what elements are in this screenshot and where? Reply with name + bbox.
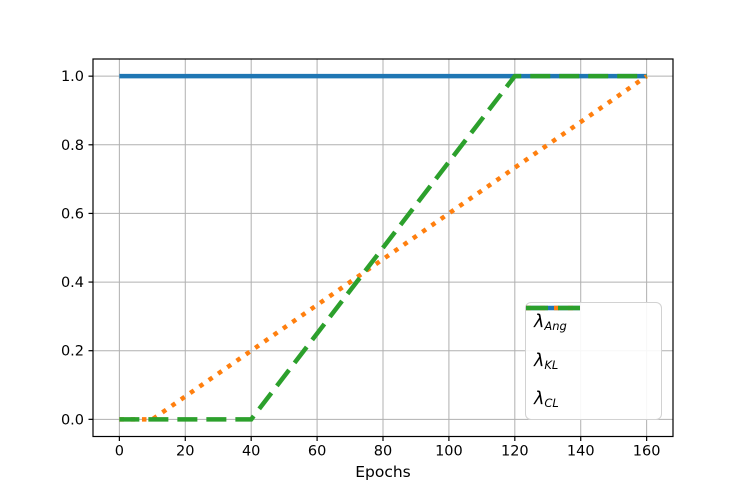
y-tick-label: 0.0 bbox=[61, 412, 84, 428]
x-tick-label: 140 bbox=[567, 444, 595, 460]
legend: λAng λKL λCL bbox=[525, 302, 662, 420]
x-tick-label: 100 bbox=[435, 444, 463, 460]
legend-label-lambda-cl: λCL bbox=[534, 389, 559, 410]
legend-label-subscript: KL bbox=[544, 357, 559, 372]
x-tick-label: 40 bbox=[242, 444, 260, 460]
legend-label-symbol: λ bbox=[534, 389, 545, 410]
x-tick-label: 120 bbox=[501, 444, 529, 460]
legend-label-lambda-ang: λAng bbox=[534, 312, 567, 333]
legend-swatch-dashed-line bbox=[526, 305, 580, 311]
y-tick-label: 0.4 bbox=[61, 275, 84, 291]
legend-entry-lambda-cl: λCL bbox=[526, 305, 661, 419]
legend-entry-lambda-kl: λKL bbox=[526, 305, 661, 381]
x-tick-label: 20 bbox=[176, 444, 194, 460]
series-line-lambda-cl bbox=[119, 73, 647, 422]
x-tick-label: 160 bbox=[633, 444, 661, 460]
x-tick-label: 60 bbox=[308, 444, 326, 460]
legend-label-subscript: CL bbox=[544, 396, 559, 411]
legend-label-subscript: Ang bbox=[544, 318, 567, 333]
x-axis-label: Epochs bbox=[355, 463, 411, 481]
x-tick-label: 80 bbox=[374, 444, 392, 460]
legend-label-symbol: λ bbox=[534, 311, 545, 332]
y-tick-label: 0.8 bbox=[61, 138, 84, 154]
x-tick-label: 0 bbox=[115, 444, 124, 460]
legend-label-lambda-kl: λKL bbox=[534, 351, 558, 372]
y-tick-label: 1.0 bbox=[61, 69, 84, 85]
y-tick-label: 0.6 bbox=[61, 206, 84, 222]
legend-label-symbol: λ bbox=[534, 350, 545, 371]
y-tick-label: 0.2 bbox=[61, 344, 84, 360]
